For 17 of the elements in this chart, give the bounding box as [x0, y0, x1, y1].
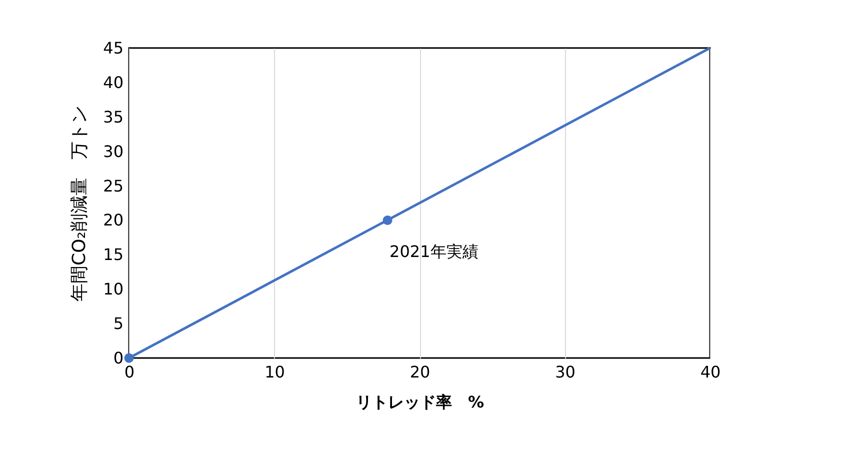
y-tick-label: 30 [103, 142, 124, 161]
x-axis-title: リトレッド率 % [356, 392, 484, 412]
x-tick-label: 20 [410, 362, 430, 382]
annotation: 2021年実績 [390, 242, 478, 262]
y-tick-label: 10 [103, 280, 124, 299]
x-tick-label: 10 [264, 362, 285, 382]
y-tick-label: 0 [113, 348, 124, 368]
x-tick-label: 40 [700, 362, 721, 382]
y-tick-label: 35 [103, 107, 124, 126]
y-tick-label: 45 [103, 38, 124, 58]
y-axis-title: 年間CO₂削減量 万トン [69, 106, 90, 302]
y-tick-label: 15 [103, 245, 124, 264]
y-tick-label: 5 [113, 314, 124, 334]
y-tick-label: 25 [103, 176, 124, 196]
x-tick-label: 30 [555, 362, 576, 382]
y-tick-label: 20 [103, 210, 124, 230]
y-tick-label: 40 [103, 72, 124, 92]
